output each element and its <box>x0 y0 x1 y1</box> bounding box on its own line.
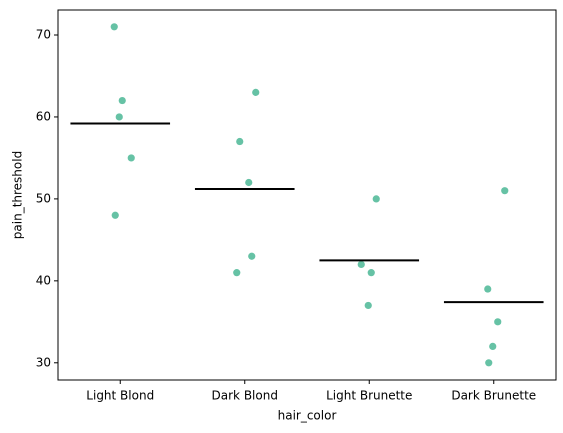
y-tick-label: 70 <box>36 27 51 41</box>
point <box>252 88 260 96</box>
point <box>489 342 497 351</box>
y-tick-label: 50 <box>36 191 51 205</box>
x-axis-label: hair_color <box>278 409 337 423</box>
y-tick-label: 30 <box>36 355 51 369</box>
point <box>127 154 135 162</box>
plot-frame <box>57 9 557 381</box>
point <box>111 211 119 219</box>
point <box>367 269 375 277</box>
y-axis-label: pain_threshold <box>11 151 25 239</box>
point <box>501 187 509 195</box>
y-tick-label: 60 <box>36 109 51 123</box>
point <box>115 113 123 121</box>
point <box>236 137 244 146</box>
point <box>357 260 365 269</box>
point <box>484 285 492 293</box>
point <box>494 318 502 326</box>
point <box>364 301 372 310</box>
point <box>372 195 380 203</box>
point <box>485 359 493 367</box>
x-tick-label: Light Brunette <box>326 389 412 403</box>
point <box>248 252 256 260</box>
point <box>118 96 126 105</box>
point <box>245 178 253 187</box>
x-tick-label: Light Blond <box>86 389 154 403</box>
y-tick-label: 40 <box>36 273 51 287</box>
point <box>233 269 241 277</box>
x-tick-label: Dark Blond <box>212 389 278 403</box>
point <box>110 23 118 31</box>
x-tick-label: Dark Brunette <box>451 389 536 403</box>
